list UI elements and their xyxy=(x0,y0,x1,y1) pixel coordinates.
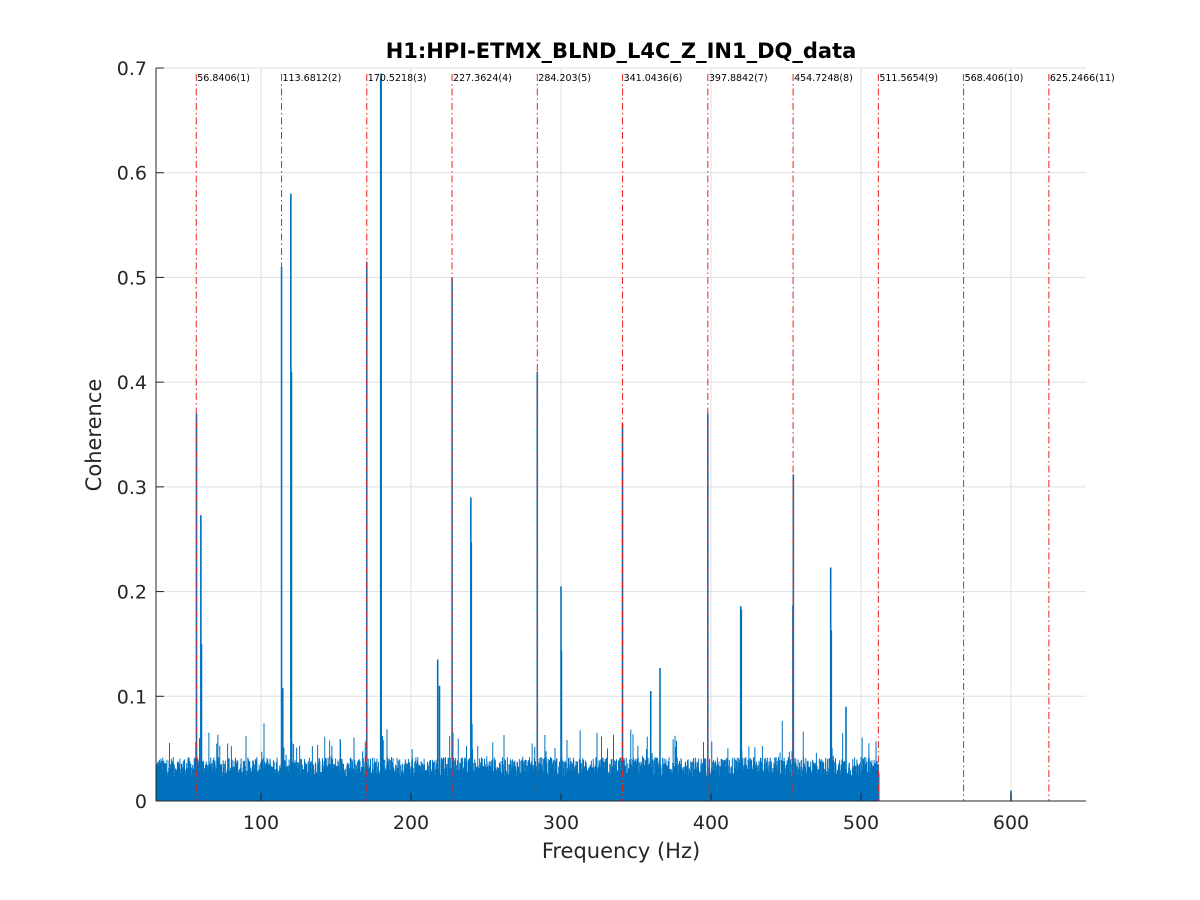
harmonic-label: 454.7248(8) xyxy=(794,73,853,84)
harmonic-label: 56.8406(1) xyxy=(197,73,250,84)
x-tick-label: 200 xyxy=(393,812,429,834)
x-tick-label: 100 xyxy=(243,812,279,834)
harmonic-label: 511.5654(9) xyxy=(879,73,938,84)
y-axis-label: Coherence xyxy=(82,379,106,492)
harmonic-label: 113.6812(2) xyxy=(283,73,342,84)
y-tick-label: 0.6 xyxy=(117,163,147,185)
harmonic-label: 341.0436(6) xyxy=(624,73,683,84)
x-tick-label: 600 xyxy=(993,812,1029,834)
x-tick-label: 300 xyxy=(543,812,579,834)
grid-lines xyxy=(156,67,1086,801)
chart-title: H1:HPI-ETMX_BLND_L4C_Z_IN1_DQ_data xyxy=(386,39,857,63)
y-tick-label: 0.2 xyxy=(117,582,147,604)
y-tick-label: 0.4 xyxy=(117,372,147,394)
y-tick-label: 0.3 xyxy=(117,477,147,499)
harmonic-label: 568.406(10) xyxy=(965,73,1024,84)
axes xyxy=(155,67,1086,802)
tick-labels: 100 200 300 400 500 600 0 0.1 0.2 0.3 0.4 0.5 0.6 0.7 xyxy=(117,58,1029,834)
harmonic-label: 625.2466(11) xyxy=(1050,73,1115,84)
y-tick-label: 0.5 xyxy=(117,267,147,289)
y-tick-label: 0.7 xyxy=(117,58,147,80)
y-tick-label: 0.1 xyxy=(117,686,147,708)
x-tick-label: 500 xyxy=(843,812,879,834)
x-tick-label: 400 xyxy=(693,812,729,834)
harmonic-markers: 56.8406(1) 113.6812(2) 170.5218(3) 227.3624… xyxy=(195,73,1115,801)
x-axis-label: Frequency (Hz) xyxy=(542,839,700,863)
harmonic-label: 284.203(5) xyxy=(538,73,591,84)
y-tick-label: 0 xyxy=(135,791,147,813)
harmonic-label: 227.3624(4) xyxy=(453,73,512,84)
harmonic-label: 170.5218(3) xyxy=(368,73,427,84)
harmonic-label: 397.8842(7) xyxy=(709,73,768,84)
